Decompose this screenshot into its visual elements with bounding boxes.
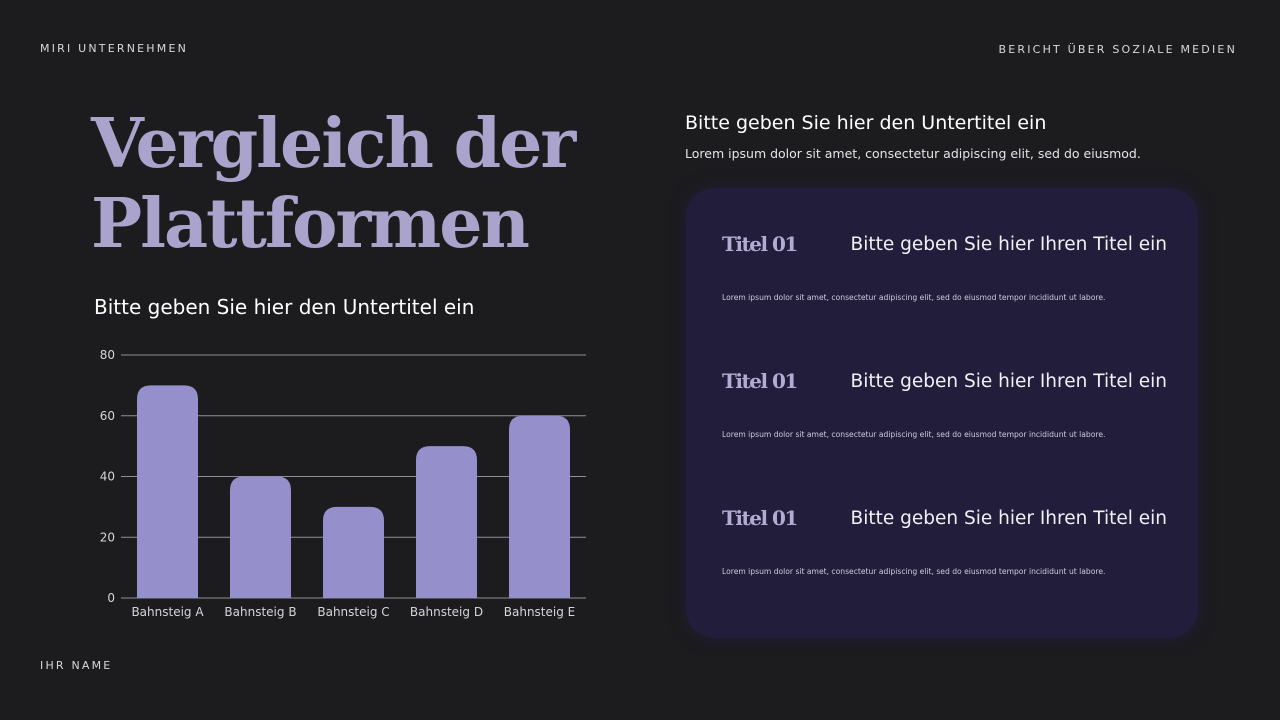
chart-subtitle: Bitte geben Sie hier den Untertitel ein xyxy=(94,295,475,319)
y-tick-label: 20 xyxy=(100,530,115,544)
bar xyxy=(137,385,198,598)
item-label: Titel 01 xyxy=(722,506,798,530)
item-title: Bitte geben Sie hier Ihren Titel ein xyxy=(850,234,1167,255)
page-title-line-1: Vergleich der xyxy=(91,104,576,184)
x-tick-label: Bahnsteig C xyxy=(317,605,389,619)
item-label: Titel 01 xyxy=(722,232,798,256)
author-name: IHR NAME xyxy=(40,659,113,672)
item-label: Titel 01 xyxy=(722,369,798,393)
info-item: Titel 01 Bitte geben Sie hier Ihren Tite… xyxy=(722,325,1167,439)
bar xyxy=(230,476,291,598)
item-text: Lorem ipsum dolor sit amet, consectetur … xyxy=(722,567,1106,576)
item-text: Lorem ipsum dolor sit amet, consectetur … xyxy=(722,430,1106,439)
item-title: Bitte geben Sie hier Ihren Titel ein xyxy=(850,371,1167,392)
x-tick-label: Bahnsteig E xyxy=(504,605,575,619)
page-title-line-2: Plattformen xyxy=(91,184,530,264)
right-subtitle: Bitte geben Sie hier den Untertitel ein xyxy=(685,112,1047,134)
y-tick-label: 40 xyxy=(100,470,115,484)
right-description: Lorem ipsum dolor sit amet, consectetur … xyxy=(685,146,1141,161)
y-tick-label: 60 xyxy=(100,409,115,423)
y-tick-label: 80 xyxy=(100,348,115,362)
x-tick-label: Bahnsteig A xyxy=(131,605,204,619)
item-title: Bitte geben Sie hier Ihren Titel ein xyxy=(850,508,1167,529)
bar xyxy=(509,415,570,598)
item-text: Lorem ipsum dolor sit amet, consectetur … xyxy=(722,293,1106,302)
x-tick-label: Bahnsteig B xyxy=(224,605,296,619)
info-item: Titel 01 Bitte geben Sie hier Ihren Tite… xyxy=(722,462,1167,576)
page-title: Vergleich der Plattformen xyxy=(91,104,631,264)
x-tick-label: Bahnsteig D xyxy=(410,605,483,619)
info-item: Titel 01 Bitte geben Sie hier Ihren Tite… xyxy=(722,188,1167,302)
bar-chart: 0 20 40 60 80 Bahnsteig A Bahnsteig B Bahnsteig… xyxy=(100,348,586,619)
bar xyxy=(416,446,477,598)
y-tick-label: 0 xyxy=(107,591,115,605)
bar xyxy=(323,506,384,598)
company-name: MIRI UNTERNEHMEN xyxy=(40,42,189,55)
report-title: BERICHT ÜBER SOZIALE MEDIEN xyxy=(998,43,1237,56)
info-panel: Titel 01 Bitte geben Sie hier Ihren Tite… xyxy=(686,188,1198,638)
